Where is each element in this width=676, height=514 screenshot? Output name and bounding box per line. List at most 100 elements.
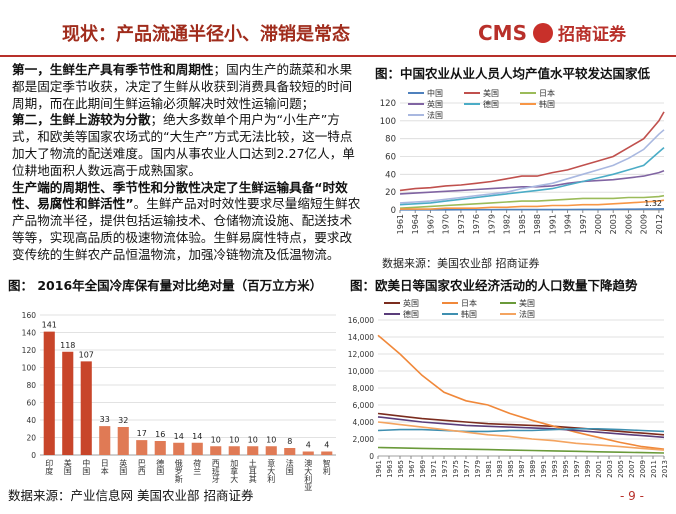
data-label: 4 — [324, 441, 329, 450]
x-tick-label: 土耳其 — [248, 458, 257, 484]
text-run: ；国内生产的蔬菜和水果都是固定季节收获，决定了生鲜从收获到消费具备较短的时间周期… — [12, 62, 353, 111]
legend-label: 法国 — [427, 110, 443, 120]
bar — [284, 448, 296, 455]
bold-text: 生产端的周期性、季节性和分散性决定了生鲜运输具备“时效性、易腐性和鲜活性” — [12, 179, 348, 212]
x-tick-label: 俄罗斯 — [174, 458, 183, 484]
x-tick-label: 2009 — [640, 214, 649, 234]
x-tick-label: 1991 — [548, 214, 557, 234]
legend-label: 中国 — [427, 88, 443, 98]
x-tick-label: 1961 — [396, 214, 405, 234]
series-line — [399, 146, 665, 206]
x-tick-label: 1997 — [579, 214, 588, 234]
x-tick-label: 1967 — [408, 460, 416, 478]
x-tick-label: 1964 — [411, 214, 420, 234]
x-tick-label: 1977 — [463, 460, 471, 478]
y-tick-label: 160 — [22, 311, 37, 320]
legend-label: 德国 — [403, 309, 419, 319]
data-label: 107 — [79, 350, 94, 359]
x-tick-label: 日本 — [100, 459, 109, 476]
x-tick-label: 1994 — [564, 214, 573, 234]
x-tick-label: 2013 — [661, 460, 669, 478]
series-line — [377, 421, 665, 451]
x-tick-label: 中国 — [82, 458, 91, 476]
y-tick-label: 80 — [385, 135, 396, 145]
x-tick-label: 2001 — [595, 460, 603, 478]
x-tick-label: 2003 — [606, 460, 614, 478]
series-line — [399, 194, 665, 209]
data-label: 33 — [100, 415, 110, 424]
x-tick-label: 加拿大 — [230, 458, 239, 484]
y-tick-label: 40 — [26, 416, 36, 425]
data-label: 32 — [118, 416, 128, 425]
series-line — [377, 334, 665, 450]
x-tick-label: 澳大利亚 — [304, 458, 313, 491]
y-tick-label: 40 — [385, 170, 396, 180]
x-tick-label: 1985 — [507, 460, 515, 478]
y-tick-label: 140 — [22, 329, 37, 338]
y-tick-label: 60 — [26, 399, 36, 408]
y-tick-label: 60 — [385, 153, 396, 163]
y-tick-label: 120 — [380, 99, 396, 109]
x-tick-label: 1993 — [551, 460, 559, 478]
y-tick-label: 0 — [391, 206, 396, 216]
x-tick-label: 2005 — [617, 460, 625, 478]
x-tick-label: 荷兰 — [193, 458, 202, 475]
x-tick-label: 1979 — [474, 460, 482, 478]
slide-title: 现状：产品流通半径小、滞销是常态 — [62, 23, 350, 45]
annotation: 1.32 — [644, 199, 662, 208]
y-tick-label: 14,000 — [348, 333, 374, 342]
legend-label: 美国 — [519, 298, 535, 308]
source-note: 数据来源：美国农业部 招商证券 — [382, 256, 540, 270]
bar — [80, 361, 92, 455]
y-tick-label: 8,000 — [353, 384, 375, 393]
legend-label: 美国 — [483, 88, 499, 98]
x-tick-label: 智利 — [322, 458, 331, 475]
x-tick-label: 2011 — [650, 460, 658, 478]
x-tick-label: 1979 — [487, 214, 496, 234]
x-tick-label: 1971 — [430, 460, 438, 478]
x-tick-label: 1983 — [496, 460, 504, 478]
series-line — [399, 111, 665, 192]
y-tick-label: 0 — [369, 452, 374, 461]
bar — [321, 451, 333, 455]
data-label: 17 — [137, 429, 147, 438]
series-line — [399, 170, 665, 195]
series-line — [377, 446, 665, 454]
y-tick-label: 16,000 — [348, 316, 374, 325]
text-run: ；绝大多数单个用户为“小生产”方式，和欧美等国家农场式的“大生产”方式无法比较，… — [12, 112, 355, 178]
bold-text: 第二，生鲜上游较为分散 — [12, 112, 151, 128]
body-text: 第一，生鲜生产具有季节性和周期性；国内生产的蔬菜和水果都是固定季节收获，决定了生… — [12, 62, 364, 264]
x-tick-label: 1973 — [457, 214, 466, 234]
bar — [228, 446, 240, 455]
bar — [62, 351, 74, 455]
series-line — [400, 199, 665, 210]
paragraph: 第一，生鲜生产具有季节性和周期性；国内生产的蔬菜和水果都是固定季节收获，决定了生… — [12, 62, 364, 112]
x-tick-label: 西班牙 — [211, 459, 220, 484]
bar — [136, 440, 148, 455]
x-tick-label: 2009 — [639, 460, 647, 478]
y-tick-label: 100 — [380, 117, 396, 127]
y-tick-label: 20 — [385, 188, 396, 198]
bold-text: 第一，生鲜生产具有季节性和周期性 — [12, 62, 214, 77]
legend-label: 法国 — [519, 309, 535, 319]
data-label: 118 — [60, 341, 75, 350]
x-tick-label: 美国 — [63, 458, 72, 476]
x-tick-label: 意大利 — [267, 458, 276, 483]
y-tick-label: 12,000 — [348, 350, 374, 359]
x-tick-label: 1961 — [375, 460, 383, 478]
bar — [43, 331, 55, 455]
data-label: 8 — [287, 437, 292, 446]
series-line — [400, 208, 665, 211]
x-tick-label: 1967 — [426, 214, 435, 234]
series-line — [377, 416, 665, 439]
data-label: 10 — [266, 435, 276, 444]
y-tick-label: 4,000 — [353, 418, 375, 427]
x-tick-label: 1982 — [503, 214, 512, 234]
chart-title: 图：中国农业从业人员人均产值水平较发达国家低 — [375, 66, 651, 81]
legend-label: 韩国 — [539, 99, 555, 109]
paragraph: 生产端的周期性、季节性和分散性决定了生鲜运输具备“时效性、易腐性和鲜活性”。生鲜… — [12, 180, 364, 264]
y-tick-label: 2,000 — [353, 435, 375, 444]
data-label: 141 — [42, 321, 57, 330]
data-label: 16 — [155, 430, 165, 439]
